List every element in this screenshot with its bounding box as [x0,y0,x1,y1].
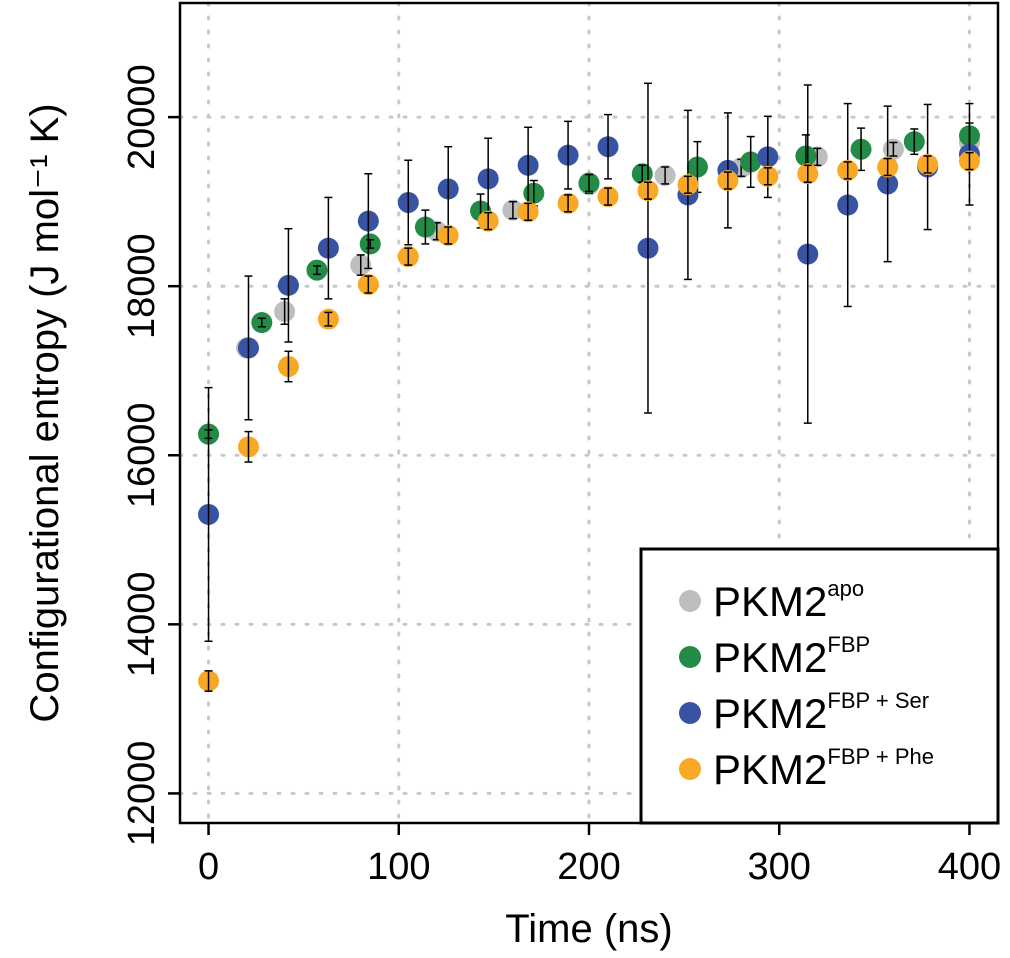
x-tick-label: 400 [938,846,1001,888]
x-tick-label: 0 [198,846,219,888]
legend-label: PKM2apo [713,576,864,625]
x-tick-label: 300 [748,846,811,888]
legend-marker [679,758,701,780]
x-axis-title: Time (ns) [505,907,672,951]
legend-label: PKM2FBP [713,632,870,681]
y-tick-label: 14000 [121,572,163,678]
axes: 0 100 200 300 400 12000 14000 16000 18000 20000 [121,64,1001,888]
y-tick-label: 18000 [121,233,163,339]
x-tick-label: 100 [367,846,430,888]
data-series [198,82,980,692]
y-tick-label: 16000 [121,402,163,508]
y-tick-label: 20000 [121,64,163,170]
legend-marker [679,646,701,668]
legend-label: PKM2FBP + Ser [713,688,929,737]
legend-label: PKM2FBP + Phe [713,744,934,793]
grid-lines [178,1,1000,825]
y-axis-title: Configurational entropy (J mol⁻¹ K) [23,103,67,722]
series-fbp-phe [198,150,980,692]
legend-box [639,547,1000,825]
legend: PKM2apo PKM2FBP PKM2FBP + Ser PKM2FBP + Phe [639,547,1000,825]
legend-marker [679,702,701,724]
y-tick-label: 12000 [121,741,163,847]
series-fbp [198,122,980,445]
plot-frame [178,1,1000,825]
legend-marker [679,590,701,612]
x-tick-label: 200 [557,846,620,888]
